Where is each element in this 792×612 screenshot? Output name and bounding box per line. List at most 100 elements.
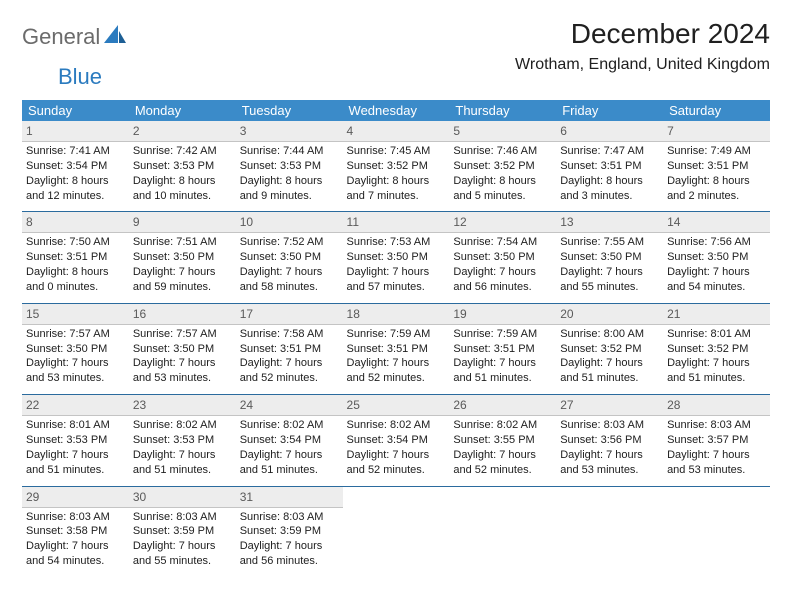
sunset-line: Sunset: 3:53 PM <box>26 433 125 448</box>
sunset-line: Sunset: 3:50 PM <box>347 250 446 265</box>
daylight-line-1: Daylight: 8 hours <box>560 174 659 189</box>
daylight-line-1: Daylight: 8 hours <box>667 174 766 189</box>
sunrise-line: Sunrise: 8:02 AM <box>453 418 552 433</box>
sunrise-line: Sunrise: 8:01 AM <box>667 327 766 342</box>
daynum-row: 9 <box>129 212 236 233</box>
daynum-row: 7 <box>663 121 770 142</box>
daylight-line-2: and 51 minutes. <box>560 371 659 386</box>
col-sunday: Sunday <box>22 100 129 121</box>
sunset-line: Sunset: 3:53 PM <box>240 159 339 174</box>
daylight-line-2: and 2 minutes. <box>667 189 766 204</box>
daynum-row: 5 <box>449 121 556 142</box>
col-friday: Friday <box>556 100 663 121</box>
daylight-line-2: and 52 minutes. <box>347 371 446 386</box>
day-number: 18 <box>347 307 360 321</box>
sunset-line: Sunset: 3:52 PM <box>453 159 552 174</box>
sunrise-line: Sunrise: 7:57 AM <box>26 327 125 342</box>
daynum-row: 22 <box>22 395 129 416</box>
daynum-row: 25 <box>343 395 450 416</box>
daylight-line-2: and 12 minutes. <box>26 189 125 204</box>
sunset-line: Sunset: 3:52 PM <box>347 159 446 174</box>
daylight-line-2: and 54 minutes. <box>26 554 125 569</box>
daylight-line-2: and 51 minutes. <box>240 463 339 478</box>
sunrise-line: Sunrise: 7:41 AM <box>26 144 125 159</box>
daylight-line-2: and 53 minutes. <box>560 463 659 478</box>
day-number: 24 <box>240 398 253 412</box>
sunset-line: Sunset: 3:50 PM <box>240 250 339 265</box>
calendar-cell: 27Sunrise: 8:03 AMSunset: 3:56 PMDayligh… <box>556 395 663 486</box>
daylight-line-2: and 5 minutes. <box>453 189 552 204</box>
calendar-cell: 21Sunrise: 8:01 AMSunset: 3:52 PMDayligh… <box>663 303 770 394</box>
calendar-cell: 23Sunrise: 8:02 AMSunset: 3:53 PMDayligh… <box>129 395 236 486</box>
daylight-line-1: Daylight: 8 hours <box>26 265 125 280</box>
daynum-row: 15 <box>22 304 129 325</box>
calendar-cell: 26Sunrise: 8:02 AMSunset: 3:55 PMDayligh… <box>449 395 556 486</box>
daylight-line-2: and 54 minutes. <box>667 280 766 295</box>
calendar-cell: 5Sunrise: 7:46 AMSunset: 3:52 PMDaylight… <box>449 121 556 212</box>
daynum-row: 11 <box>343 212 450 233</box>
daylight-line-2: and 52 minutes. <box>453 463 552 478</box>
day-number: 13 <box>560 215 573 229</box>
brand-logo: General <box>22 18 128 50</box>
daynum-row: 8 <box>22 212 129 233</box>
sunrise-line: Sunrise: 7:52 AM <box>240 235 339 250</box>
daylight-line-1: Daylight: 8 hours <box>133 174 232 189</box>
daylight-line-2: and 0 minutes. <box>26 280 125 295</box>
day-header-row: Sunday Monday Tuesday Wednesday Thursday… <box>22 100 770 121</box>
daynum-row: 27 <box>556 395 663 416</box>
sunrise-line: Sunrise: 7:45 AM <box>347 144 446 159</box>
day-number: 3 <box>240 124 247 138</box>
calendar-cell: 6Sunrise: 7:47 AMSunset: 3:51 PMDaylight… <box>556 121 663 212</box>
daynum-row: 29 <box>22 487 129 508</box>
daylight-line-1: Daylight: 7 hours <box>240 448 339 463</box>
sunset-line: Sunset: 3:51 PM <box>667 159 766 174</box>
daynum-row: 23 <box>129 395 236 416</box>
daylight-line-1: Daylight: 7 hours <box>453 356 552 371</box>
sunset-line: Sunset: 3:50 PM <box>133 250 232 265</box>
location: Wrotham, England, United Kingdom <box>515 56 770 74</box>
day-number: 27 <box>560 398 573 412</box>
title-block: December 2024 Wrotham, England, United K… <box>515 18 770 74</box>
day-number: 11 <box>347 215 359 229</box>
daylight-line-1: Daylight: 7 hours <box>26 448 125 463</box>
day-number: 16 <box>133 307 146 321</box>
daylight-line-1: Daylight: 8 hours <box>453 174 552 189</box>
daylight-line-2: and 55 minutes. <box>133 554 232 569</box>
day-number: 2 <box>133 124 140 138</box>
sunset-line: Sunset: 3:51 PM <box>453 342 552 357</box>
calendar-cell: 19Sunrise: 7:59 AMSunset: 3:51 PMDayligh… <box>449 303 556 394</box>
calendar-cell: 12Sunrise: 7:54 AMSunset: 3:50 PMDayligh… <box>449 212 556 303</box>
calendar-cell: 25Sunrise: 8:02 AMSunset: 3:54 PMDayligh… <box>343 395 450 486</box>
daylight-line-1: Daylight: 7 hours <box>667 448 766 463</box>
col-thursday: Thursday <box>449 100 556 121</box>
daylight-line-2: and 51 minutes. <box>667 371 766 386</box>
daynum-row: 3 <box>236 121 343 142</box>
day-number: 8 <box>26 215 33 229</box>
col-monday: Monday <box>129 100 236 121</box>
sunset-line: Sunset: 3:54 PM <box>347 433 446 448</box>
sunset-line: Sunset: 3:59 PM <box>240 524 339 539</box>
daylight-line-2: and 52 minutes. <box>347 463 446 478</box>
sunrise-line: Sunrise: 8:02 AM <box>240 418 339 433</box>
brand-part2: Blue <box>58 64 102 90</box>
daylight-line-1: Daylight: 7 hours <box>240 265 339 280</box>
calendar-cell: 18Sunrise: 7:59 AMSunset: 3:51 PMDayligh… <box>343 303 450 394</box>
daylight-line-2: and 52 minutes. <box>240 371 339 386</box>
calendar-cell: 28Sunrise: 8:03 AMSunset: 3:57 PMDayligh… <box>663 395 770 486</box>
daylight-line-1: Daylight: 7 hours <box>133 356 232 371</box>
sunrise-line: Sunrise: 7:55 AM <box>560 235 659 250</box>
brand-part1: General <box>22 24 100 50</box>
daynum-row: 4 <box>343 121 450 142</box>
daylight-line-2: and 51 minutes. <box>26 463 125 478</box>
calendar-cell: 17Sunrise: 7:58 AMSunset: 3:51 PMDayligh… <box>236 303 343 394</box>
calendar-cell: 11Sunrise: 7:53 AMSunset: 3:50 PMDayligh… <box>343 212 450 303</box>
day-number: 10 <box>240 215 253 229</box>
daylight-line-1: Daylight: 7 hours <box>26 539 125 554</box>
daylight-line-1: Daylight: 8 hours <box>240 174 339 189</box>
daylight-line-2: and 59 minutes. <box>133 280 232 295</box>
daynum-row: 12 <box>449 212 556 233</box>
daynum-row: 20 <box>556 304 663 325</box>
sunrise-line: Sunrise: 8:03 AM <box>667 418 766 433</box>
daylight-line-2: and 58 minutes. <box>240 280 339 295</box>
sunrise-line: Sunrise: 7:50 AM <box>26 235 125 250</box>
